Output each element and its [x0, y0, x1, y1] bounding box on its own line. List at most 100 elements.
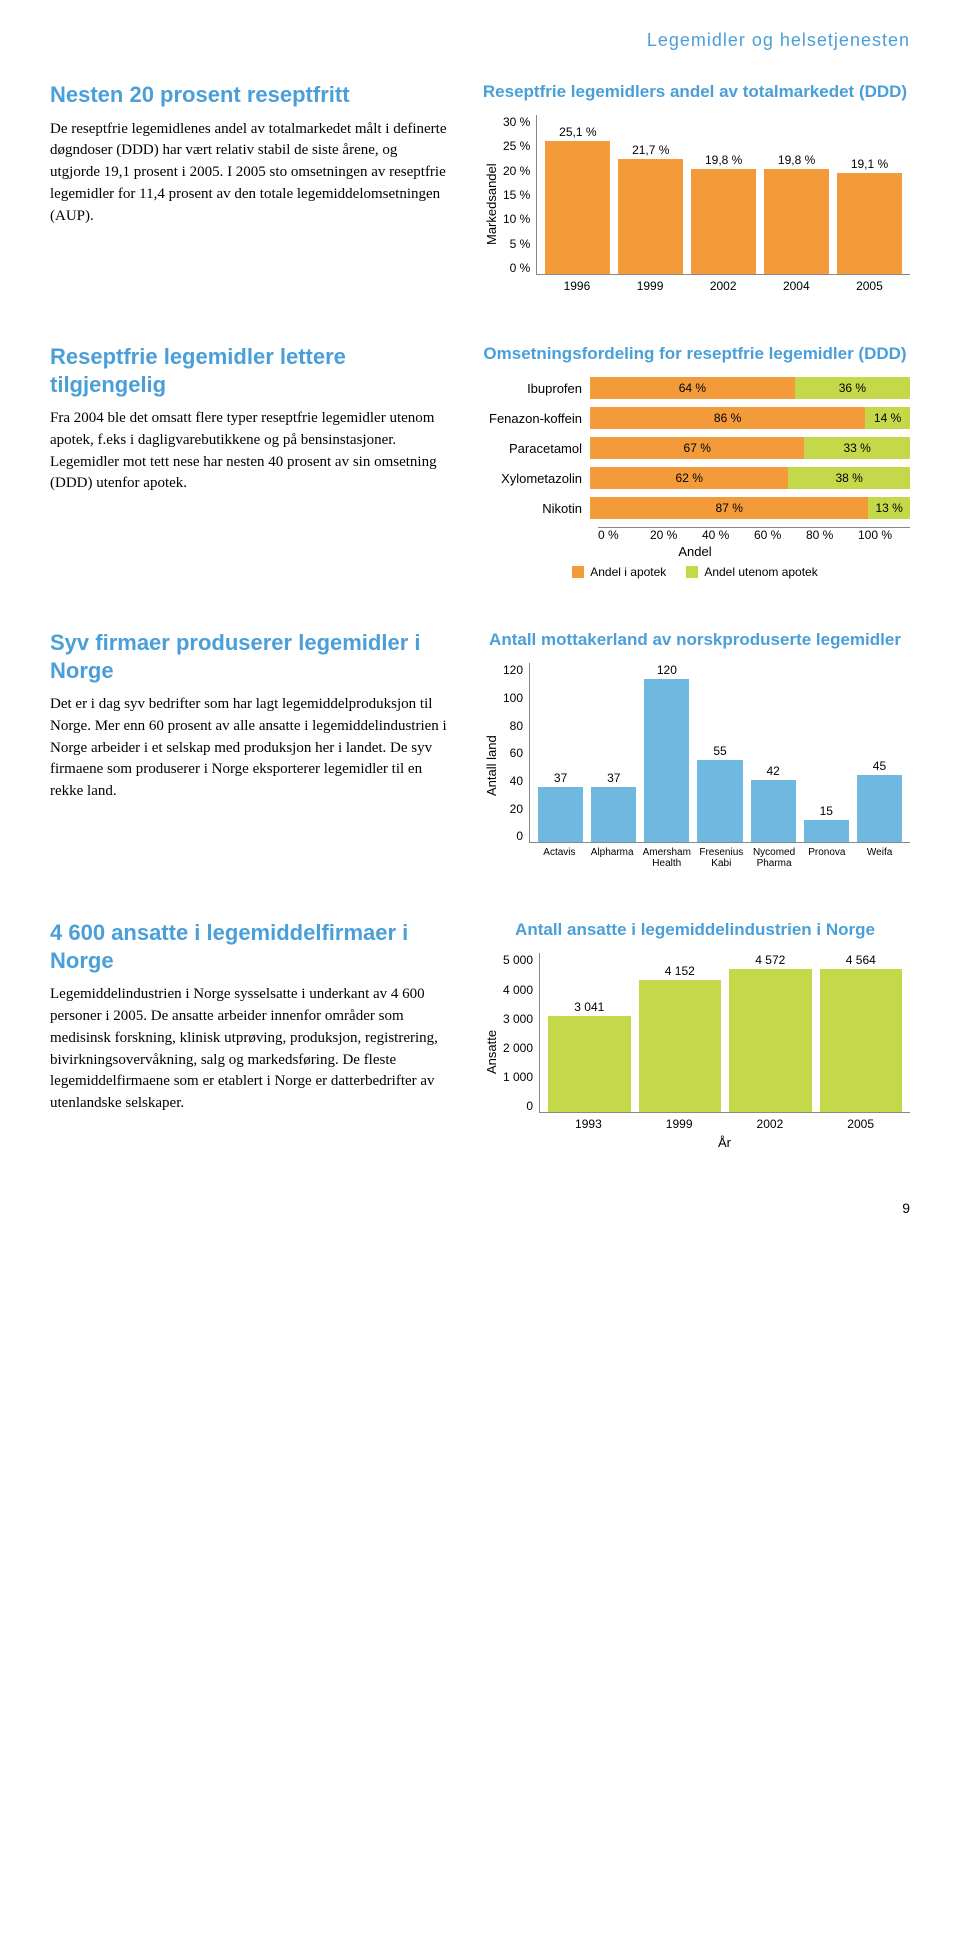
bar-item: 21,7 %: [618, 115, 683, 274]
chart1-title: Reseptfrie legemidlers andel av totalmar…: [480, 81, 910, 103]
ytick: 80: [503, 719, 523, 733]
section1-title: Nesten 20 prosent reseptfritt: [50, 81, 450, 109]
xtick: Fresenius Kabi: [699, 847, 744, 869]
hbar-segment: 13 %: [868, 497, 910, 519]
bar-item: 37: [538, 663, 583, 842]
legend-swatch: [686, 566, 698, 578]
bar-item: 55: [697, 663, 742, 842]
xtick: Pronova: [804, 847, 849, 869]
hbar-label: Ibuprofen: [480, 381, 590, 396]
xtick: Amersham Health: [643, 847, 691, 869]
chart1: Markedsandel30 %25 %20 %15 %10 %5 %0 %25…: [480, 115, 910, 293]
xtick: 2004: [764, 279, 829, 293]
section4-title: 4 600 ansatte i legemiddelfirmaer i Norg…: [50, 919, 450, 974]
bar-value-label: 3 041: [574, 1000, 604, 1014]
xtick: 1999: [617, 279, 682, 293]
chart-ylabel: Markedsandel: [480, 115, 503, 293]
bar: [548, 1016, 631, 1113]
bar: [618, 159, 683, 274]
ytick: 5 %: [503, 237, 530, 251]
ytick: 100: [503, 691, 523, 705]
chart-xlabel: År: [539, 1135, 910, 1150]
bar: [697, 760, 742, 842]
bar: [751, 780, 796, 843]
legend-label: Andel i apotek: [590, 565, 666, 579]
chart-ylabel: Ansatte: [480, 953, 503, 1150]
hbar-segment: 86 %: [590, 407, 865, 429]
bar-item: 45: [857, 663, 902, 842]
ytick: 2 000: [503, 1041, 533, 1055]
bar-item: 3 041: [548, 953, 631, 1112]
bar: [644, 679, 689, 842]
legend-item: Andel utenom apotek: [686, 565, 817, 579]
ytick: 3 000: [503, 1012, 533, 1026]
bar-value-label: 4 152: [665, 964, 695, 978]
bar-item: 4 152: [639, 953, 722, 1112]
section2-title: Reseptfrie legemidler lettere tilgjengel…: [50, 343, 450, 398]
hbar-segment: 14 %: [865, 407, 910, 429]
section-tilgjengelig: Reseptfrie legemidler lettere tilgjengel…: [50, 343, 910, 579]
page-number: 9: [50, 1200, 910, 1216]
xtick: 2005: [837, 279, 902, 293]
hbar-label: Fenazon-koffein: [480, 411, 590, 426]
bar-value-label: 25,1 %: [559, 125, 596, 139]
bar-item: 120: [644, 663, 689, 842]
ytick: 5 000: [503, 953, 533, 967]
legend-label: Andel utenom apotek: [704, 565, 817, 579]
bar-value-label: 37: [554, 771, 567, 785]
bar-value-label: 42: [766, 764, 779, 778]
section-firmaer: Syv firmaer produserer legemidler i Norg…: [50, 629, 910, 869]
bar-item: 19,1 %: [837, 115, 902, 274]
xtick: 2002: [729, 1117, 812, 1131]
hbar-row: Ibuprofen64 %36 %: [480, 377, 910, 399]
bar-value-label: 19,1 %: [851, 157, 888, 171]
hbar-segment: 62 %: [590, 467, 788, 489]
bar-item: 15: [804, 663, 849, 842]
ytick: 40: [503, 774, 523, 788]
bar: [591, 787, 636, 842]
bar-item: 4 572: [729, 953, 812, 1112]
hbar-row: Nikotin87 %13 %: [480, 497, 910, 519]
bar: [729, 969, 812, 1112]
bar-item: 19,8 %: [764, 115, 829, 274]
bar-value-label: 4 564: [846, 953, 876, 967]
xtick: 0 %: [598, 528, 650, 542]
section3-body: Det er i dag syv bedrifter som har lagt …: [50, 694, 450, 803]
bar-item: 42: [751, 663, 796, 842]
hbar-segment: 87 %: [590, 497, 868, 519]
chart2: Ibuprofen64 %36 % Fenazon-koffein86 %14 %…: [480, 377, 910, 579]
chart-xlabel: Andel: [480, 544, 910, 559]
xtick: Alpharma: [590, 847, 635, 869]
bar-value-label: 120: [657, 663, 677, 677]
xtick: 1993: [547, 1117, 630, 1131]
bar: [545, 141, 610, 274]
bar: [820, 969, 903, 1112]
ytick: 120: [503, 663, 523, 677]
xtick: Nycomed Pharma: [752, 847, 797, 869]
bar: [691, 169, 756, 274]
hbar-segment: 33 %: [804, 437, 910, 459]
ytick: 60: [503, 746, 523, 760]
chart2-title: Omsetningsfordeling for reseptfrie legem…: [480, 343, 910, 365]
hbar-segment: 67 %: [590, 437, 804, 459]
bar: [538, 787, 583, 842]
bar-item: 19,8 %: [691, 115, 756, 274]
section4-body: Legemiddelindustrien i Norge sysselsatte…: [50, 984, 450, 1115]
hbar-row: Fenazon-koffein86 %14 %: [480, 407, 910, 429]
section1-body: De reseptfrie legemidlenes andel av tota…: [50, 119, 450, 228]
ytick: 20: [503, 802, 523, 816]
bar-value-label: 55: [713, 744, 726, 758]
bar-value-label: 45: [873, 759, 886, 773]
ytick: 30 %: [503, 115, 530, 129]
bar-value-label: 19,8 %: [778, 153, 815, 167]
bar-value-label: 4 572: [755, 953, 785, 967]
section-ansatte: 4 600 ansatte i legemiddelfirmaer i Norg…: [50, 919, 910, 1150]
hbar-segment: 64 %: [590, 377, 795, 399]
chart3: Antall land12010080604020037371205542154…: [480, 663, 910, 869]
legend-swatch: [572, 566, 584, 578]
bar-item: 25,1 %: [545, 115, 610, 274]
section-reseptfritt: Nesten 20 prosent reseptfritt De reseptf…: [50, 81, 910, 293]
ytick: 20 %: [503, 164, 530, 178]
section3-title: Syv firmaer produserer legemidler i Norg…: [50, 629, 450, 684]
legend-item: Andel i apotek: [572, 565, 666, 579]
